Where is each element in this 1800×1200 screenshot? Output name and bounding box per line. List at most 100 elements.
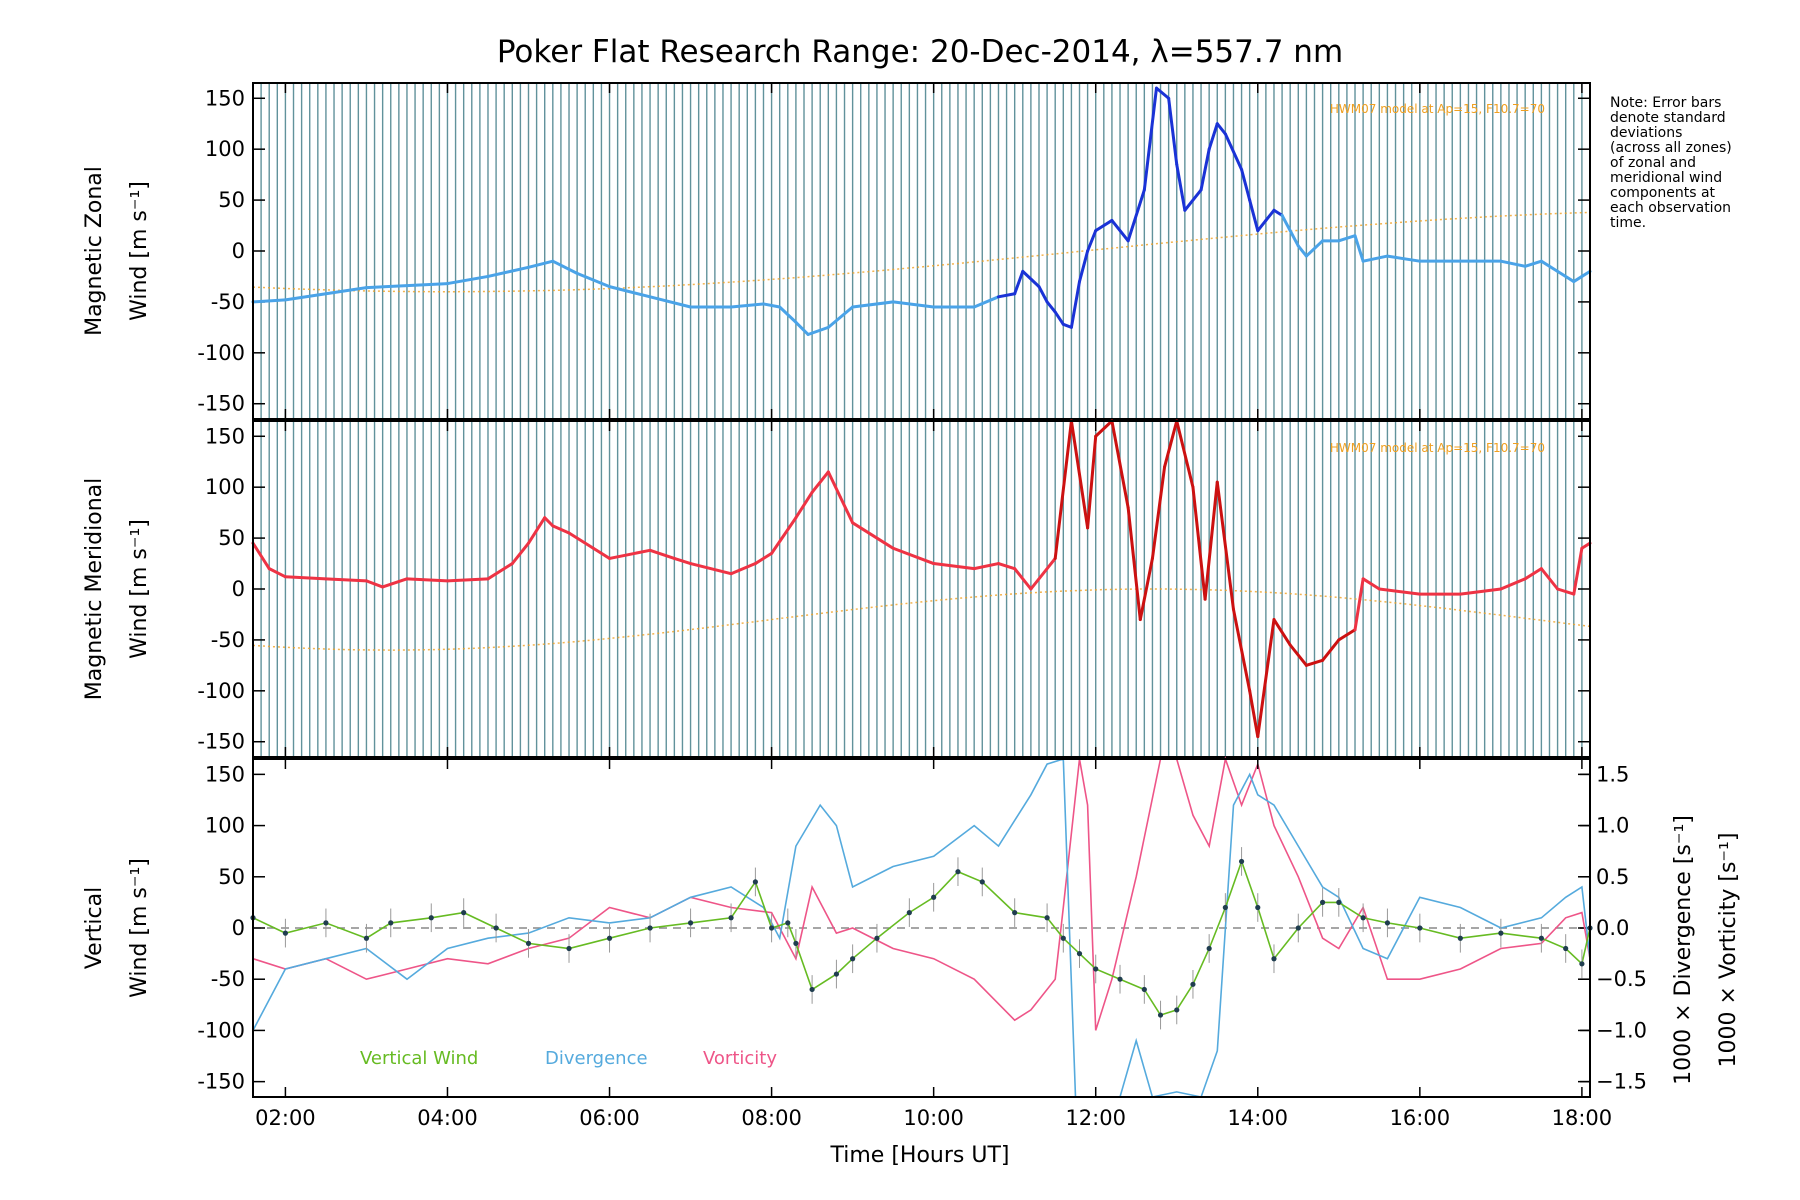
- zonal-wind-segment: [1154, 86, 1171, 100]
- vertical-wind-point: [363, 935, 370, 941]
- y-tick-label: 100: [205, 814, 245, 838]
- vertical-wind-point: [282, 930, 289, 936]
- meridional-wind-segment: [1458, 587, 1503, 596]
- vertical-wind-point: [833, 971, 840, 977]
- meridional-wind-segment: [838, 495, 855, 525]
- vertical-wind-point: [955, 869, 961, 875]
- vertical-ylabel-line1: Vertical: [82, 887, 107, 969]
- meridional-wind-segment: [1150, 465, 1167, 560]
- zonal-wind-segment: [1199, 147, 1211, 192]
- y-tick-label: 50: [218, 865, 245, 889]
- zonal-wind-segment: [1021, 269, 1041, 289]
- zonal-wind-segment: [794, 320, 810, 336]
- y-tick-label: -100: [197, 679, 245, 703]
- meridional-wind-segment: [1175, 419, 1195, 489]
- zonal-wind-segment: [283, 292, 328, 302]
- zonal-wind-segment: [1045, 300, 1057, 314]
- zonal-wind-segment: [1086, 229, 1098, 253]
- zonal-wind-segment: [1110, 218, 1130, 243]
- meridional-wind-segment: [1203, 480, 1219, 601]
- y-tick-label: -50: [211, 290, 245, 314]
- vertical-wind-point: [931, 894, 937, 900]
- meridional-wind-segment: [851, 521, 895, 550]
- zonal-wind-segment: [648, 295, 693, 309]
- meridional-wind-segment: [543, 516, 555, 528]
- zonal-wind-segment: [1272, 208, 1284, 217]
- note-line: of zonal and: [1610, 155, 1696, 171]
- vertical-wind-point: [1190, 981, 1196, 987]
- meridional-wind-segment: [608, 548, 652, 560]
- vertical-wind-point: [809, 986, 815, 993]
- zonal-wind-segment: [761, 302, 782, 309]
- vertical-wind-point: [606, 935, 613, 941]
- zonal-wind-segment: [527, 259, 555, 269]
- zonal-wind-segment: [851, 300, 895, 309]
- right-tick-label: −1.0: [1596, 1018, 1647, 1042]
- vorticity-axis-label: 1000 × Vorticity [s⁻¹]: [1716, 833, 1741, 1068]
- zonal-wind-segment: [1256, 218, 1268, 233]
- x-tick-label: 08:00: [741, 1106, 802, 1130]
- meridional-wind-segment: [1288, 643, 1308, 667]
- zonal-wind-segment: [1094, 218, 1114, 233]
- y-tick-label: 0: [232, 239, 245, 263]
- zonal-wind-segment: [1499, 259, 1527, 268]
- meridional-wind-segment: [1304, 658, 1325, 667]
- zonal-ylabel-line2: Wind [m s⁻¹]: [127, 181, 152, 321]
- meridional-wind-segment: [1523, 567, 1543, 581]
- right-tick-label: 1.5: [1596, 762, 1629, 786]
- zonal-wind-segment: [826, 305, 855, 329]
- vertical-wind-point: [1141, 986, 1147, 993]
- zonal-wind-segment: [1572, 274, 1584, 284]
- meridional-wind-segment: [1215, 480, 1235, 611]
- meridional-wind-segment: [1191, 485, 1207, 601]
- meridional-wind-segment: [770, 516, 798, 555]
- zonal-wind-segment: [1223, 132, 1244, 172]
- meridional-wind-segment: [486, 562, 514, 581]
- vertical-wind-point: [1579, 961, 1585, 967]
- y-tick-label: 50: [218, 188, 245, 212]
- meridional-wind-segment: [251, 541, 271, 571]
- zonal-wind-segment: [324, 286, 368, 296]
- vertical-wind-point: [1498, 930, 1504, 936]
- meridional-plot-frame: [252, 420, 1591, 758]
- zonal-wind-segment: [1078, 249, 1090, 284]
- legend-vertical-wind: Vertical Wind: [360, 1048, 478, 1069]
- vertical-y-ticks: 150 100 50 0 -50 -100 -150: [197, 762, 1590, 1094]
- meridional-wind-segment: [283, 575, 328, 581]
- meridional-wind-segment: [689, 562, 733, 576]
- x-tick-label: 04:00: [417, 1106, 478, 1130]
- right-tick-label: 0.5: [1596, 865, 1629, 889]
- meridional-wind-segment: [1499, 577, 1527, 591]
- note-text: Note: Error bars denote standard deviati…: [1610, 95, 1736, 231]
- zonal-wind-segment: [996, 292, 1017, 299]
- meridional-wind-segment: [510, 541, 531, 566]
- vertical-wind-point: [1206, 945, 1212, 952]
- zonal-wind-segment: [1215, 122, 1227, 136]
- y-tick-label: 0: [232, 577, 245, 601]
- zonal-wind-segment: [445, 274, 490, 286]
- vertical-wind-point: [1563, 945, 1569, 952]
- meridional-wind-segment: [1580, 541, 1592, 550]
- zonal-wind-segment: [486, 265, 531, 278]
- meridional-wind-segment: [381, 577, 409, 589]
- model-curve: [252, 211, 1591, 293]
- meridional-wind-segment: [1110, 419, 1130, 510]
- meridional-wind-segment: [405, 577, 449, 583]
- meridional-y-ticks: 150 100 50 0 -50 -100 -150: [197, 424, 1590, 754]
- y-tick-label: 100: [205, 475, 245, 499]
- meridional-wind-segment: [891, 546, 936, 566]
- note-line: meridional wind: [1610, 170, 1722, 186]
- y-tick-label: 150: [205, 86, 245, 110]
- vertical-wind-point: [768, 925, 775, 931]
- y-tick-label: -150: [197, 730, 245, 754]
- vertical-wind-point: [1044, 915, 1050, 921]
- meridional-ylabel-line1: Magnetic Meridional: [82, 478, 107, 700]
- zonal-wind-segment: [251, 298, 287, 304]
- vertical-wind-point: [979, 879, 985, 885]
- zonal-wind-segment: [551, 259, 579, 275]
- x-tick-label: 12:00: [1065, 1106, 1126, 1130]
- vertical-wind-point: [1360, 915, 1366, 921]
- vertical-wind-point: [1117, 976, 1123, 982]
- x-axis-label: Time [Hours UT]: [830, 1143, 1010, 1168]
